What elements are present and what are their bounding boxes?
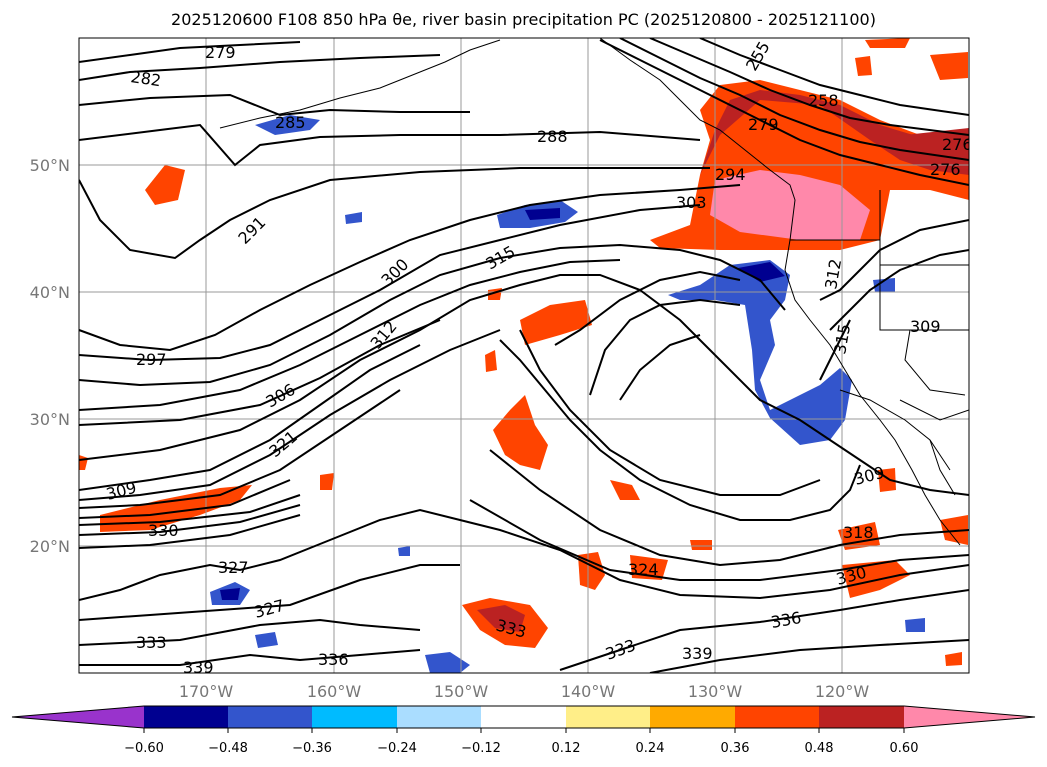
contour-label: 282 <box>129 67 162 90</box>
contour-label: 303 <box>676 193 707 212</box>
gridlines <box>79 38 969 673</box>
colorbar-extend-low <box>12 706 144 728</box>
lat-labels: 50°N 40°N 30°N 20°N <box>30 156 70 556</box>
lon-label-140w: 140°W <box>561 682 616 701</box>
map-title: 2025120600 F108 850 hPa θe, river basin … <box>171 10 876 29</box>
contour-labels: 279 282 285 288 291 294 297 300 303 306 … <box>104 38 973 677</box>
colorbar: −0.60 −0.48 −0.36 −0.24 −0.12 0.12 0.24 … <box>11 705 1036 756</box>
lon-label-120w: 120°W <box>815 682 870 701</box>
contour-label: 333 <box>136 633 167 652</box>
colorbar-bin <box>481 706 566 728</box>
colorbar-bin <box>312 706 397 728</box>
precip-fill-regions <box>79 38 969 673</box>
colorbar-bin <box>735 706 819 728</box>
lon-labels: 170°W 160°W 150°W 140°W 130°W 120°W <box>179 682 870 701</box>
contour-label: 258 <box>808 91 839 110</box>
colorbar-tick-label: 0.36 <box>721 741 750 756</box>
colorbar-bin <box>650 706 735 728</box>
map-area: 279 282 285 288 291 294 297 300 303 306 … <box>79 38 973 677</box>
pos-region-nw-edge <box>905 128 969 165</box>
colorbar-tick-label: 0.24 <box>636 741 665 756</box>
colorbar-tick-label: −0.60 <box>124 741 164 756</box>
contour-label: 276 <box>930 160 961 179</box>
contour-label: 294 <box>715 165 746 184</box>
contour-label: 288 <box>537 127 568 146</box>
contour-label: 336 <box>318 650 349 669</box>
lon-label-150w: 150°W <box>434 682 489 701</box>
colorbar-bin <box>144 706 228 728</box>
lon-label-160w: 160°W <box>307 682 362 701</box>
colorbar-tick-label: −0.12 <box>461 741 501 756</box>
colorbar-tick-label: −0.24 <box>377 741 417 756</box>
lat-label-40n: 40°N <box>30 283 70 302</box>
lat-label-50n: 50°N <box>30 156 70 175</box>
contour-label: 276 <box>942 135 973 154</box>
lon-label-170w: 170°W <box>179 682 234 701</box>
colorbar-bin <box>566 706 650 728</box>
neg-region-ca-coast <box>668 260 852 445</box>
contour-label: 285 <box>275 113 306 132</box>
map-frame <box>78 37 970 674</box>
colorbar-tick-label: 0.48 <box>805 741 834 756</box>
colorbar-tick-label: −0.36 <box>292 741 332 756</box>
theta-e-contours <box>79 38 969 673</box>
colorbar-tick-label: −0.48 <box>208 741 248 756</box>
contour-label: 297 <box>136 350 167 369</box>
colorbar-bin <box>228 706 312 728</box>
colorbar-bin <box>397 706 481 728</box>
colorbar-tick-label: 0.12 <box>552 741 581 756</box>
contour-label: 330 <box>148 521 179 540</box>
contour-label: 309 <box>910 317 941 336</box>
colorbar-bin <box>819 706 904 728</box>
colorbar-tick-label: 0.60 <box>890 741 919 756</box>
contour-label: 324 <box>628 560 659 579</box>
contour-label: 327 <box>218 558 249 577</box>
colorbar-extend-high <box>904 706 1035 728</box>
contour-label: 339 <box>183 658 214 677</box>
lat-label-30n: 30°N <box>30 410 70 429</box>
contour-label: 318 <box>843 523 874 542</box>
contour-label: 279 <box>205 43 236 62</box>
lat-label-20n: 20°N <box>30 537 70 556</box>
pos-region-pacific-nw-max <box>710 170 870 240</box>
lon-label-130w: 130°W <box>688 682 743 701</box>
pos-region-pacific-nw-core <box>700 90 969 175</box>
contour-label: 279 <box>748 115 779 134</box>
contour-label: 339 <box>682 644 713 663</box>
